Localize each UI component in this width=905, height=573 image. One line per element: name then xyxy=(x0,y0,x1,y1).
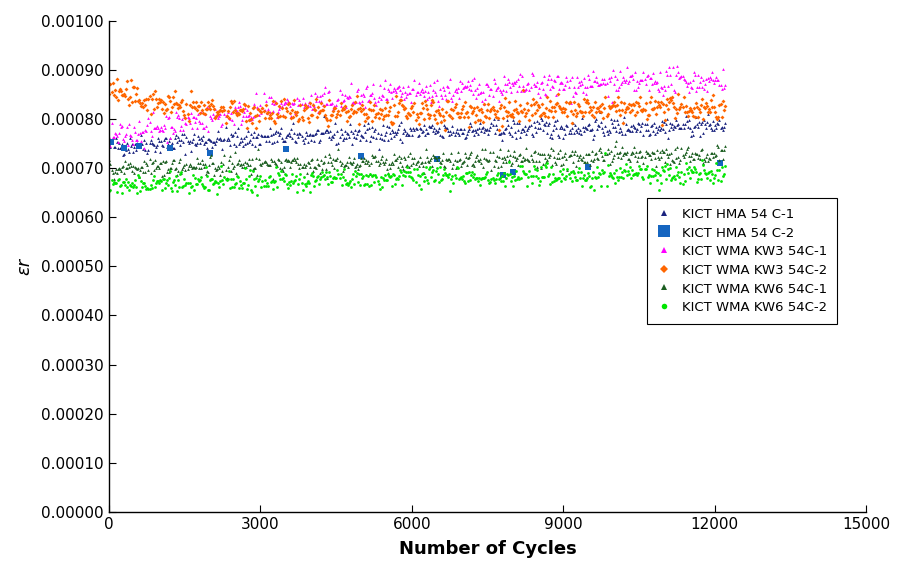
KICT HMA 54 C-2 xyxy=(164,144,175,151)
KICT WMA KW6 54C-1 xyxy=(568,150,579,157)
KICT HMA 54 C-2 xyxy=(714,160,725,167)
KICT WMA KW3 54C-1 xyxy=(568,84,579,91)
KICT HMA 54 C-2 xyxy=(106,139,117,146)
KICT HMA 54 C-1 xyxy=(118,151,129,158)
KICT HMA 54 C-2 xyxy=(507,168,518,175)
KICT HMA 54 C-2 xyxy=(134,143,145,150)
KICT WMA KW3 54C-2 xyxy=(469,105,480,112)
KICT HMA 54 C-1 xyxy=(468,127,479,134)
Y-axis label: εr: εr xyxy=(15,258,33,275)
KICT WMA KW6 54C-1 xyxy=(213,163,224,170)
KICT HMA 54 C-1 xyxy=(595,109,605,116)
KICT WMA KW3 54C-1 xyxy=(672,62,682,69)
KICT WMA KW3 54C-2 xyxy=(111,75,122,82)
KICT WMA KW3 54C-1 xyxy=(719,81,730,88)
X-axis label: Number of Cycles: Number of Cycles xyxy=(398,540,576,558)
KICT WMA KW6 54C-1 xyxy=(267,175,278,182)
KICT WMA KW6 54C-2 xyxy=(468,174,479,180)
KICT HMA 54 C-2 xyxy=(432,156,443,163)
KICT WMA KW6 54C-2 xyxy=(104,188,115,195)
KICT WMA KW6 54C-2 xyxy=(213,180,224,187)
KICT WMA KW3 54C-1 xyxy=(384,88,395,95)
KICT HMA 54 C-1 xyxy=(384,124,395,131)
KICT WMA KW6 54C-1 xyxy=(468,160,479,167)
KICT WMA KW6 54C-1 xyxy=(262,162,273,169)
KICT WMA KW3 54C-1 xyxy=(104,134,115,140)
KICT WMA KW3 54C-2 xyxy=(384,108,395,115)
KICT WMA KW3 54C-2 xyxy=(263,115,274,121)
KICT WMA KW6 54C-1 xyxy=(719,143,730,150)
KICT WMA KW6 54C-2 xyxy=(384,173,395,180)
KICT WMA KW3 54C-2 xyxy=(517,108,528,115)
KICT WMA KW6 54C-2 xyxy=(568,170,579,176)
KICT HMA 54 C-2 xyxy=(119,145,129,152)
KICT WMA KW6 54C-2 xyxy=(263,174,274,181)
Line: KICT HMA 54 C-1: KICT HMA 54 C-1 xyxy=(108,111,726,156)
KICT HMA 54 C-2 xyxy=(205,149,215,156)
Line: KICT WMA KW3 54C-1: KICT WMA KW3 54C-1 xyxy=(108,64,726,149)
Legend: KICT HMA 54 C-1, KICT HMA 54 C-2, KICT WMA KW3 54C-1, KICT WMA KW3 54C-2, KICT W: KICT HMA 54 C-1, KICT HMA 54 C-2, KICT W… xyxy=(646,198,836,324)
KICT WMA KW6 54C-2 xyxy=(516,174,527,181)
KICT HMA 54 C-2 xyxy=(497,172,508,179)
Line: KICT WMA KW3 54C-2: KICT WMA KW3 54C-2 xyxy=(108,77,726,132)
KICT HMA 54 C-1 xyxy=(214,136,224,143)
Line: KICT WMA KW6 54C-1: KICT WMA KW6 54C-1 xyxy=(108,139,726,180)
KICT WMA KW3 54C-2 xyxy=(440,127,451,134)
Line: KICT HMA 54 C-2: KICT HMA 54 C-2 xyxy=(109,139,722,178)
KICT WMA KW3 54C-2 xyxy=(719,103,730,109)
KICT HMA 54 C-1 xyxy=(263,138,274,144)
KICT HMA 54 C-2 xyxy=(583,163,594,170)
KICT HMA 54 C-1 xyxy=(568,129,579,136)
KICT HMA 54 C-2 xyxy=(281,146,291,152)
KICT WMA KW6 54C-1 xyxy=(610,138,621,144)
KICT WMA KW3 54C-2 xyxy=(104,91,115,98)
KICT HMA 54 C-2 xyxy=(356,153,367,160)
KICT WMA KW3 54C-1 xyxy=(516,88,527,95)
KICT WMA KW6 54C-1 xyxy=(516,157,527,164)
KICT HMA 54 C-1 xyxy=(719,120,730,127)
KICT HMA 54 C-1 xyxy=(104,140,115,147)
KICT WMA KW3 54C-1 xyxy=(214,113,224,120)
KICT WMA KW3 54C-1 xyxy=(139,144,150,151)
Line: KICT WMA KW6 54C-2: KICT WMA KW6 54C-2 xyxy=(108,152,726,197)
KICT WMA KW3 54C-1 xyxy=(263,93,274,100)
KICT WMA KW3 54C-2 xyxy=(569,107,580,113)
KICT WMA KW6 54C-2 xyxy=(600,150,611,157)
KICT HMA 54 C-1 xyxy=(516,128,527,135)
KICT WMA KW6 54C-2 xyxy=(719,162,730,169)
KICT WMA KW3 54C-2 xyxy=(214,108,224,115)
KICT WMA KW6 54C-1 xyxy=(384,161,395,168)
KICT WMA KW6 54C-1 xyxy=(104,157,115,164)
KICT WMA KW3 54C-1 xyxy=(468,91,479,97)
KICT WMA KW6 54C-2 xyxy=(252,192,262,199)
